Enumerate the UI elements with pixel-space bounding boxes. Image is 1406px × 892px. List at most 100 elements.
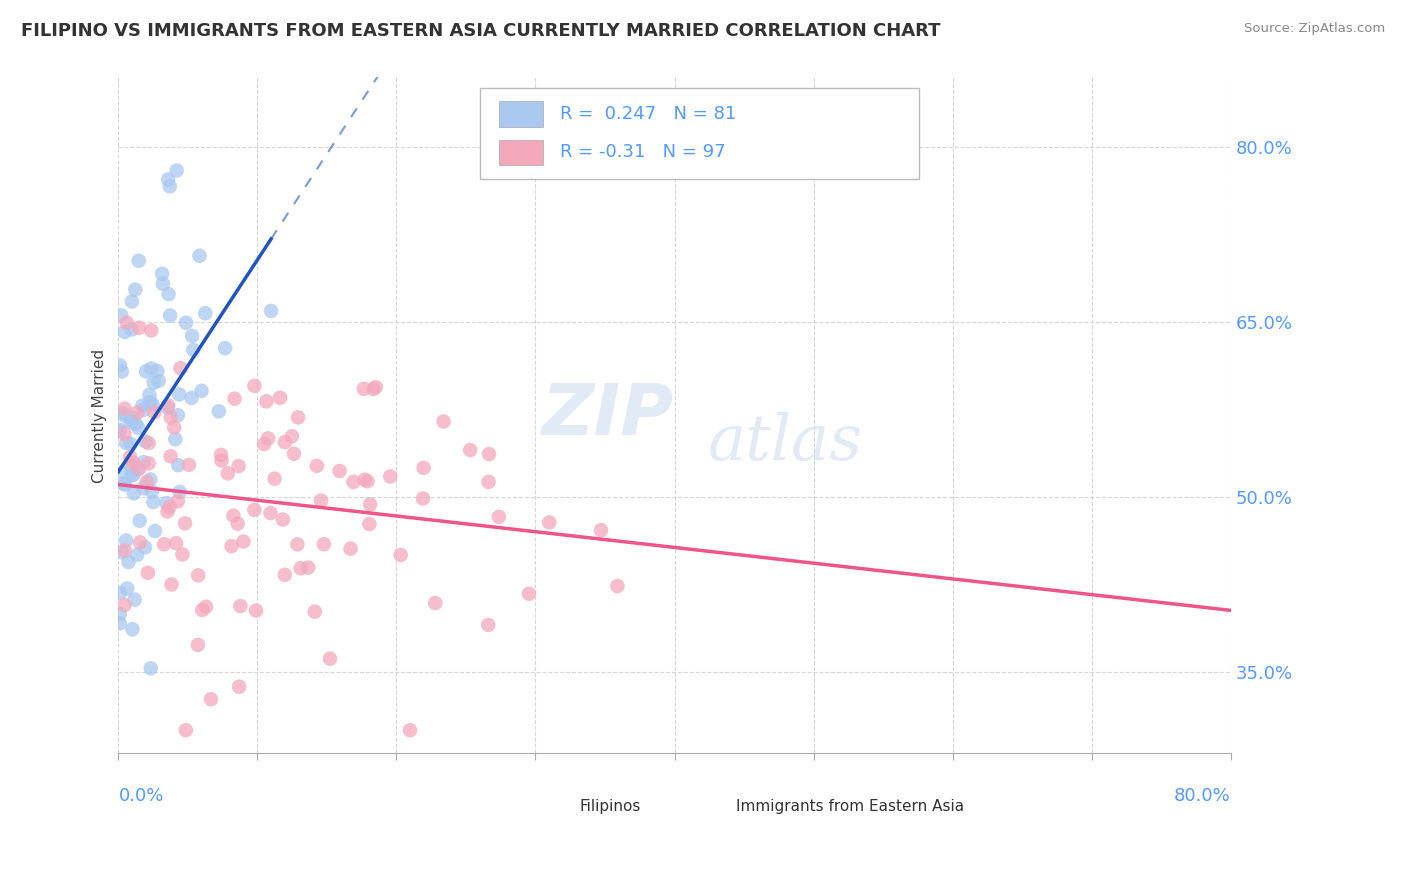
Point [120,458,142,473]
FancyBboxPatch shape [499,101,543,127]
Point [120,437,142,451]
Point [364,380,387,394]
Point [380,469,402,483]
Point [165,432,187,446]
Point [128,320,150,334]
Point [128,514,150,528]
Point [143,405,166,419]
Point [129,535,152,549]
FancyBboxPatch shape [697,797,730,814]
Point [143,524,166,538]
Point [174,316,197,330]
Point [132,481,155,495]
Point [115,316,138,330]
Point [114,598,136,612]
Point [172,548,194,562]
Point [114,426,136,441]
Point [181,329,204,343]
Point [271,512,294,526]
Point [128,253,150,268]
Point [110,309,132,323]
Point [127,421,149,435]
Point [305,458,328,473]
Point [188,249,211,263]
Point [120,415,142,429]
Point [488,509,510,524]
Point [117,582,139,596]
Point [290,561,312,575]
Point [157,399,180,413]
Point [191,603,214,617]
Point [259,506,281,520]
Point [538,516,561,530]
Point [139,472,162,486]
Point [159,500,181,514]
Text: R =  0.247   N = 81: R = 0.247 N = 81 [560,105,737,123]
Point [127,405,149,419]
Point [153,537,176,551]
Point [138,456,160,470]
Point [156,504,179,518]
Point [138,388,160,402]
Text: 80.0%: 80.0% [1174,788,1230,805]
Point [195,599,218,614]
Point [121,322,143,336]
Point [187,568,209,582]
Point [157,287,180,301]
Point [112,409,135,423]
Point [139,661,162,675]
Point [142,376,165,390]
Point [167,409,190,423]
Point [108,359,131,373]
Point [224,392,246,406]
Point [232,534,254,549]
Point [146,364,169,378]
Point [122,467,145,482]
Y-axis label: Currently Married: Currently Married [93,349,107,483]
Text: atlas: atlas [709,412,863,474]
Point [412,460,434,475]
Point [152,277,174,291]
Point [458,443,481,458]
Text: Filipinos: Filipinos [581,798,641,814]
Point [187,638,209,652]
Point [263,472,285,486]
Point [200,692,222,706]
Point [425,596,447,610]
Point [169,361,191,376]
Point [228,680,250,694]
Point [353,473,375,487]
Point [159,410,181,425]
Point [399,723,422,738]
Point [136,566,159,580]
Point [359,516,381,531]
Point [120,468,142,483]
Point [127,548,149,562]
Text: 0.0%: 0.0% [118,788,165,805]
Point [222,508,245,523]
Point [108,425,131,439]
Point [132,455,155,469]
Point [606,579,628,593]
Point [122,456,145,470]
Point [433,415,456,429]
Point [115,533,138,548]
Point [208,404,231,418]
Point [269,391,291,405]
Point [128,461,150,475]
Point [477,618,499,632]
Point [328,464,350,478]
Point [132,402,155,417]
Point [111,545,134,559]
Point [122,410,145,425]
Point [253,437,276,451]
Point [117,555,139,569]
Point [181,343,204,357]
Point [157,172,180,186]
Point [155,496,177,510]
Point [156,401,179,415]
Point [114,325,136,339]
FancyBboxPatch shape [541,797,575,814]
Point [127,462,149,476]
Point [167,458,190,473]
